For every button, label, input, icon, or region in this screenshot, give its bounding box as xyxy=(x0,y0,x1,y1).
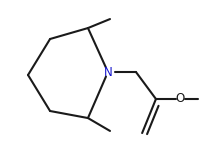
Text: O: O xyxy=(176,93,185,105)
Text: N: N xyxy=(104,66,112,78)
